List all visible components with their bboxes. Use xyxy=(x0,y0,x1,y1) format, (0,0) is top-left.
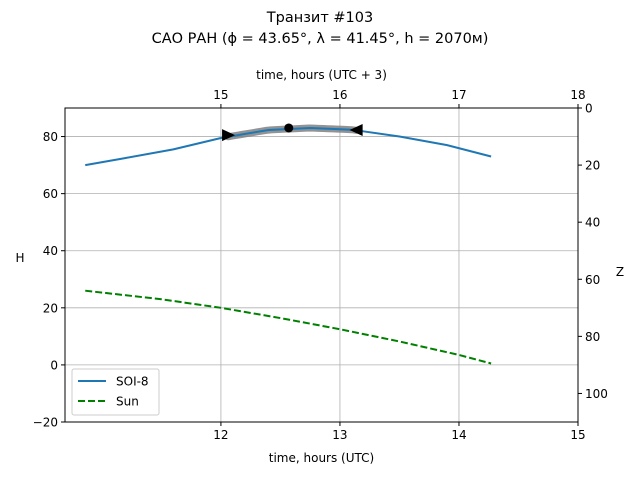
x-top-tick-label: 15 xyxy=(213,88,228,102)
y-right-tick-label: 60 xyxy=(585,273,600,287)
y-tick-label: 20 xyxy=(43,301,58,315)
transit-start-marker xyxy=(222,129,236,142)
y-tick-label: 40 xyxy=(43,244,58,258)
transit-peak-marker xyxy=(284,123,294,133)
y-right-tick-label: 0 xyxy=(585,102,593,116)
legend: SOI-8 Sun xyxy=(71,368,160,416)
x-axis-label: time, hours (UTC) xyxy=(269,451,374,465)
chart-title: Транзит #103 xyxy=(266,10,373,26)
x-top-tick-label: 16 xyxy=(332,88,347,102)
x-tick-label: 12 xyxy=(213,428,228,442)
chart-subtitle: САО РАН (ϕ = 43.65°, λ = 41.45°, h = 207… xyxy=(152,31,489,47)
transit-end-marker xyxy=(349,123,363,136)
plot-frame xyxy=(64,107,579,423)
x-tick-label: 13 xyxy=(332,428,347,442)
x-top-tick-label: 17 xyxy=(451,88,466,102)
y-right-tick-label: 80 xyxy=(585,330,600,344)
y-tick-label: −20 xyxy=(33,416,58,430)
x-tick-label: 14 xyxy=(451,428,466,442)
x-top-tick-label: 18 xyxy=(570,88,585,102)
series-line-soi-8 xyxy=(85,126,492,167)
y-tick-label: 60 xyxy=(43,187,58,201)
ticks: 12 13 14 15 15 16 17 18 −20 0 20 40 60 80 0 20 40 60 80 100 xyxy=(33,88,608,442)
y-axis-right-label: Z xyxy=(616,265,624,279)
x-axis-top-label: time, hours (UTC + 3) xyxy=(256,68,387,82)
legend-label-soi8: SOI-8 xyxy=(116,375,149,389)
legend-label-sun: Sun xyxy=(116,395,139,409)
series-layer xyxy=(85,123,492,365)
y-right-tick-label: 20 xyxy=(585,159,600,173)
y-right-tick-label: 40 xyxy=(585,216,600,230)
x-tick-label: 15 xyxy=(570,428,585,442)
y-tick-label: 0 xyxy=(50,358,58,372)
series-line-sun xyxy=(85,289,492,365)
y-right-tick-label: 100 xyxy=(585,387,608,401)
y-axis-label: H xyxy=(15,251,24,265)
y-tick-label: 80 xyxy=(43,130,58,144)
